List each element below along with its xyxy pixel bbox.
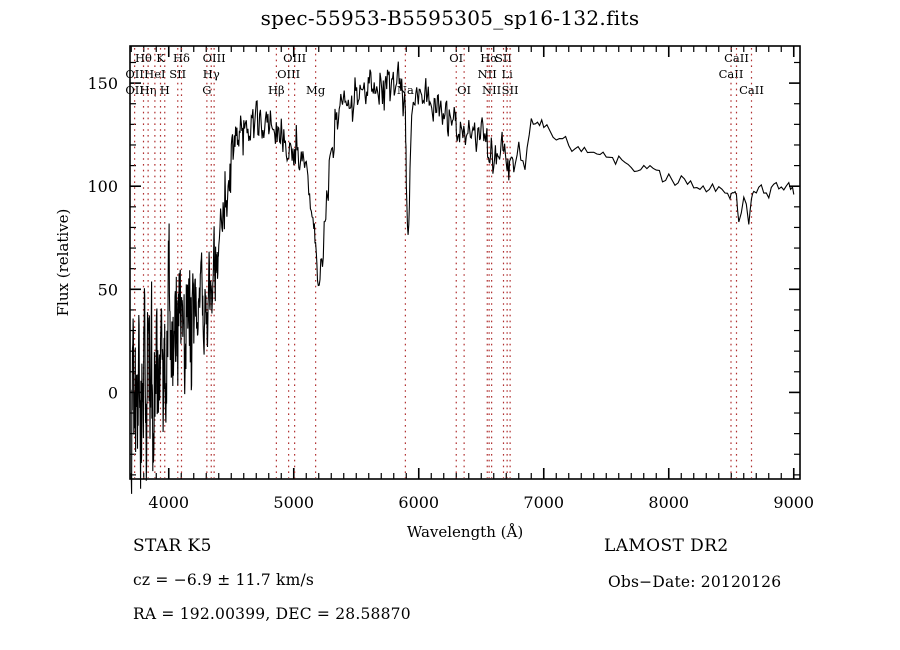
line-label-H: Hθ [135,51,152,65]
object-classification: STAR K5 [133,536,212,556]
spectrum-trace [130,61,795,494]
survey-label: LAMOST DR2 [604,536,729,556]
line-label-H: Hδ [173,51,190,65]
line-label-H: Hβ [268,83,285,97]
line-label-OI: OI [457,83,471,97]
line-label-OIII: OIII [277,67,300,81]
x-tick-label: 8000 [648,493,689,512]
y-tick-label: 0 [108,383,118,402]
line-label-Mg: Mg [306,83,326,97]
line-label-CaII: CaII [719,67,744,81]
line-label-H: H [160,83,170,97]
y-tick-label: 150 [87,74,118,93]
line-label-SII: SII [502,83,519,97]
line-label-CaII: CaII [739,83,764,97]
line-label-OIII: OIII [203,51,226,65]
sky-coordinates: RA = 192.00399, DEC = 28.58870 [133,605,411,623]
line-label-K: K [156,51,165,65]
x-axis-title: Wavelength (Å) [407,523,523,541]
line-label-H: Hη [140,83,157,97]
line-label-HeI: HeI [144,67,165,81]
plot-frame [129,45,801,480]
line-label-H: Hα [480,51,498,65]
x-tick-label: 4000 [148,493,189,512]
line-label-OIII: OIII [283,51,306,65]
x-tick-label: 5000 [273,493,314,512]
line-label-Na: Na [397,83,414,97]
x-tick-label: 9000 [773,493,814,512]
page-title: spec-55953-B5595305_sp16-132.fits [260,6,640,30]
line-label-CaII: CaII [724,51,749,65]
line-label-NII: NII [482,83,501,97]
redshift-velocity: cz = −6.9 ± 11.7 km/s [133,571,315,589]
line-label-Li: Li [501,67,513,81]
observation-date: Obs−Date: 20120126 [608,573,782,591]
line-label-SII: SII [169,67,186,81]
y-tick-label: 100 [87,177,118,196]
line-label-G: G [202,83,211,97]
y-tick-label: 50 [98,280,118,299]
x-tick-label: 6000 [398,493,439,512]
line-label-H: Hγ [203,67,220,81]
y-axis-title: Flux (relative) [54,209,72,317]
line-label-OII: OII [125,67,144,81]
line-label-OII: OII [125,83,144,97]
x-tick-label: 7000 [523,493,564,512]
line-label-NII: NII [478,67,497,81]
line-label-SII: SII [495,51,512,65]
line-label-OI: OI [449,51,463,65]
